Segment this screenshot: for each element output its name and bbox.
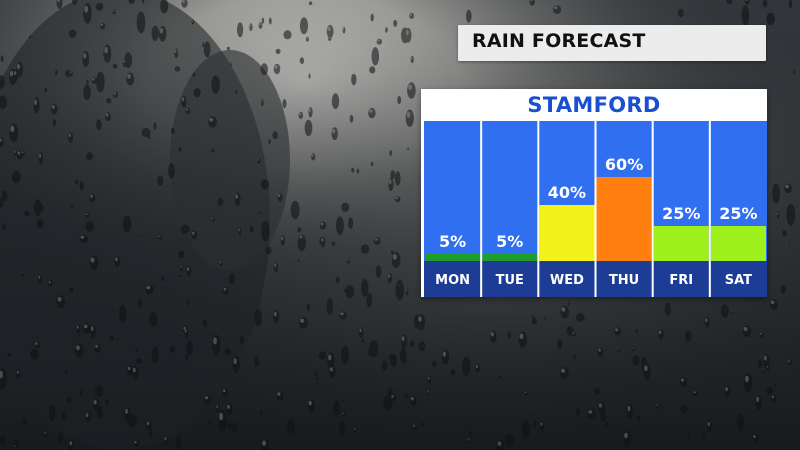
bar-thu	[596, 177, 652, 261]
bar-mon	[425, 254, 481, 261]
bar-tue	[482, 254, 538, 261]
day-label-sat: SAT	[725, 273, 752, 288]
day-label-wed: WED	[550, 273, 584, 288]
forecast-title: RAIN FORECAST	[472, 30, 646, 52]
forecast-title-box: RAIN FORECAST	[458, 25, 766, 61]
value-label-mon: 5%	[439, 232, 466, 251]
day-label-mon: MON	[435, 273, 470, 288]
rain-chance-chart: 5% MON 5% TUE 40% WED 60% THU 25% FRI 25% SAT	[424, 121, 767, 297]
day-label-tue: TUE	[496, 273, 524, 288]
bar-fri	[653, 226, 709, 261]
value-label-thu: 60%	[605, 155, 643, 174]
value-label-sat: 25%	[719, 204, 757, 223]
bar-wed	[539, 205, 595, 261]
bar-sat	[710, 226, 766, 261]
day-label-thu: THU	[609, 273, 639, 288]
value-label-fri: 25%	[662, 204, 700, 223]
value-label-wed: 40%	[548, 183, 586, 202]
day-label-fri: FRI	[669, 273, 693, 288]
rain-chance-panel: STAMFORD 5% MON 5% TUE 40% WED 60% THU 25% FRI 25%…	[421, 89, 767, 297]
location-name: STAMFORD	[527, 93, 661, 117]
value-label-tue: 5%	[496, 232, 523, 251]
